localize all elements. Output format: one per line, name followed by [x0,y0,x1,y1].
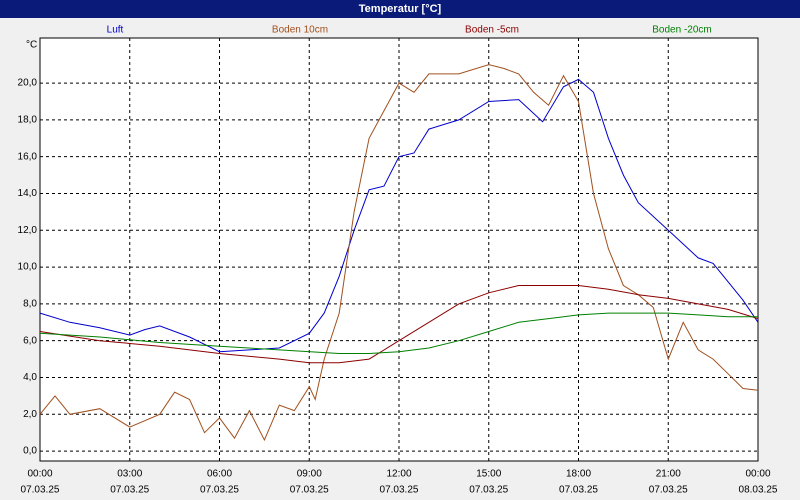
x-tick-date: 07.03.25 [290,485,329,496]
y-tick-label: 2,0 [23,409,37,420]
x-tick-label: 00:00 [27,469,52,480]
x-tick-label: 03:00 [117,469,142,480]
y-tick-label: 4,0 [23,372,37,383]
x-tick-date: 07.03.25 [110,485,149,496]
x-tick-label: 18:00 [566,469,591,480]
x-tick-label: 15:00 [476,469,501,480]
y-tick-label: 12,0 [18,225,38,236]
x-tick-date: 07.03.25 [649,485,688,496]
x-tick-date: 07.03.25 [200,485,239,496]
y-axis-label: °C [26,40,37,51]
x-tick-label: 21:00 [656,469,681,480]
x-tick-date: 07.03.25 [469,485,508,496]
y-tick-label: 18,0 [18,115,38,126]
x-tick-date: 07.03.25 [21,485,60,496]
title-bar [0,0,800,18]
chart-title: Temperatur [°C] [359,3,442,15]
line [39,312,758,354]
x-tick-label: 12:00 [386,469,411,480]
y-tick-label: 6,0 [23,335,37,346]
line [39,285,759,364]
legend-entry: Boden 10cm [272,25,328,36]
y-tick-label: 0,0 [23,446,37,457]
x-tick-label: 09:00 [297,469,322,480]
y-tick-label: 20,0 [18,78,38,89]
y-tick-label: 8,0 [23,299,37,310]
x-tick-date: 08.03.25 [739,485,778,496]
x-tick-label: 06:00 [207,469,232,480]
legend-entry: Boden -20cm [652,25,711,36]
x-tick-date: 07.03.25 [559,485,598,496]
legend-entry: Boden -5cm [465,25,519,36]
y-tick-label: 16,0 [18,151,38,162]
x-tick-date: 07.03.25 [380,485,419,496]
y-tick-label: 10,0 [18,262,38,273]
line [39,64,759,442]
y-tick-label: 14,0 [18,188,38,199]
legend-entry: Luft [107,25,124,36]
line [39,78,759,353]
x-tick-label: 00:00 [745,469,770,480]
